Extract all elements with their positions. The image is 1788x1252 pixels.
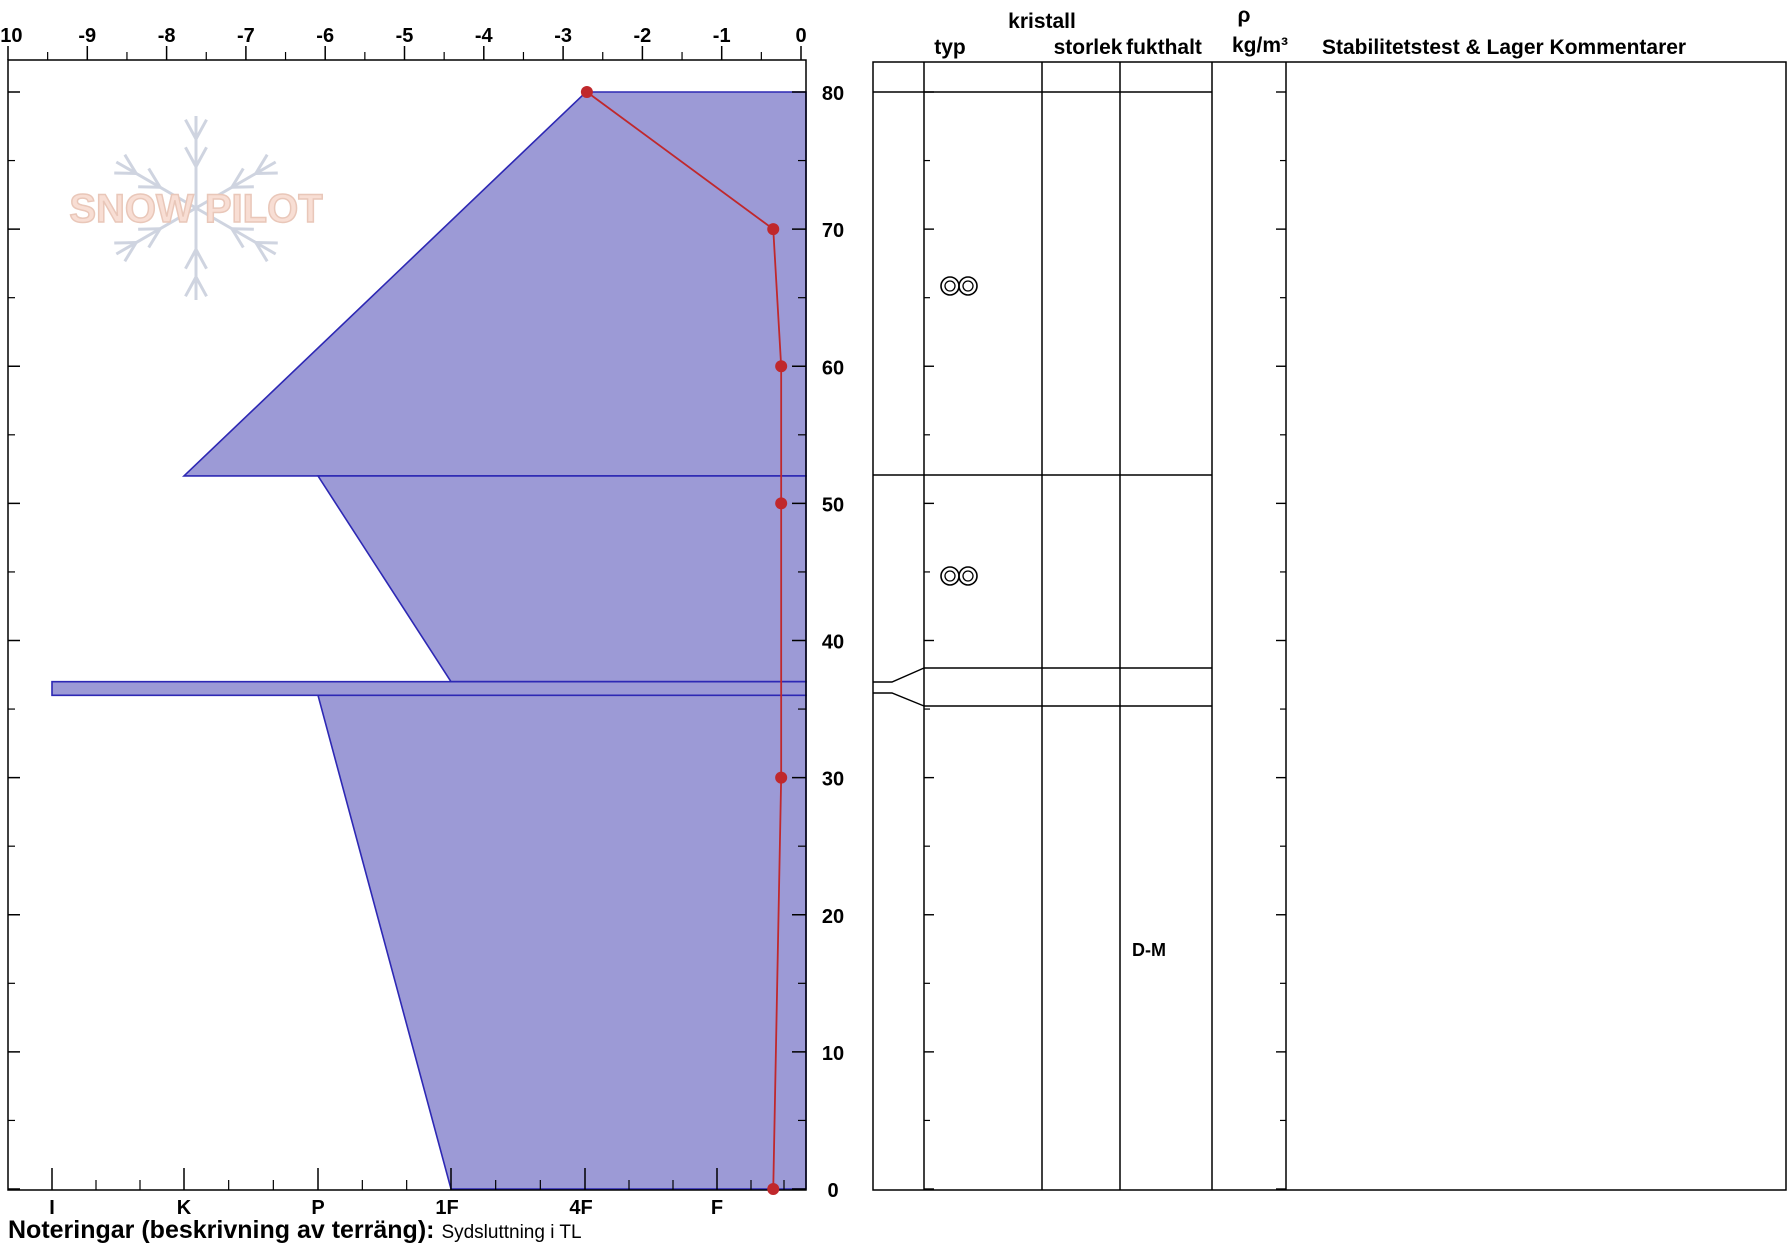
notes: Noteringar (beskrivning av terräng): Syd… (8, 1216, 582, 1245)
height-tick-label: 70 (822, 220, 844, 242)
flake-branch (184, 146, 198, 168)
flake-branch (194, 118, 208, 140)
flake-branch (123, 241, 138, 263)
table-frame (872, 61, 1787, 1191)
height-tick-label: 10 (822, 1043, 844, 1065)
flake-branch (231, 185, 254, 189)
temp-tick-label: -6 (316, 25, 334, 47)
hardness-tick-label: K (177, 1197, 192, 1219)
flake-branch (147, 227, 162, 249)
temperature-line (586, 91, 783, 1190)
hardness-tick-label: 1F (435, 1197, 458, 1219)
snowflake-icon (114, 116, 278, 300)
layer-connector (873, 667, 925, 683)
flake-arm (195, 160, 277, 210)
hardness-layer-4 (316, 694, 807, 1190)
flake-branch (255, 241, 278, 245)
flake-branch (254, 153, 269, 175)
header-comments: Stabilitetstest & Lager Kommentarer (1322, 36, 1686, 59)
temperature-point (775, 497, 788, 510)
grain-ring-inner (944, 280, 956, 292)
temp-tick-label: -8 (158, 25, 176, 47)
watermark-text: SNOW PILOT (69, 187, 322, 231)
axis-ticks: -10-9-8-7-6-5-4-3-2-10IKP1F4FF0102030405… (0, 25, 844, 1219)
temperature-point (767, 223, 780, 236)
temp-tick-label: -5 (396, 25, 414, 47)
temp-tick-label: 0 (795, 25, 806, 47)
height-tick-label: 30 (822, 769, 844, 791)
header-moisture: fukthalt (1126, 36, 1202, 59)
rounding-faceted-icon (940, 276, 978, 296)
hardness-layer-1 (182, 91, 807, 477)
height-tick-label: 0 (827, 1180, 838, 1202)
temperature-point (580, 86, 593, 98)
temperature-point (775, 360, 788, 373)
hardness-tick-label: I (49, 1197, 55, 1219)
temperature-profile (580, 86, 788, 1195)
hardness-tick-label: 4F (569, 1197, 592, 1219)
header-density-unit: kg/m³ (1232, 34, 1288, 57)
flake-branch (230, 167, 245, 189)
flake-branch (147, 167, 162, 189)
layer-table: D-M (872, 61, 1787, 1191)
grain-ring-inner (962, 570, 974, 582)
flake-arm (115, 206, 197, 256)
flake-branch (184, 276, 198, 298)
header-rho: ρ (1238, 4, 1251, 27)
grain-ring (958, 566, 978, 586)
flake-branch (231, 227, 254, 231)
height-tick-label: 80 (822, 83, 844, 105)
hardness-layers (51, 91, 807, 1190)
temp-tick-label: -7 (237, 25, 255, 47)
grain-ring-inner (962, 280, 974, 292)
temp-tick-label: -10 (0, 25, 22, 47)
flake-branch (114, 241, 137, 245)
flake-branch (194, 248, 208, 270)
grain-ring-inner (944, 570, 956, 582)
flake-arm (195, 206, 277, 256)
flake-branch (184, 118, 198, 140)
temp-tick-label: -4 (475, 25, 494, 47)
flake-branch (255, 171, 278, 175)
hardness-layer-2 (316, 475, 807, 683)
notes-value: Sydsluttning i TL (441, 1222, 582, 1243)
height-tick-label: 40 (822, 632, 844, 654)
grain-ring (958, 276, 978, 296)
flake-arm (115, 160, 197, 210)
temp-tick-label: -3 (554, 25, 572, 47)
grain-ring (940, 566, 960, 586)
header-size: storlek (1054, 36, 1123, 59)
temperature-point (767, 1183, 780, 1195)
flake-branch (194, 146, 208, 168)
flake-branch (254, 241, 269, 263)
temp-tick-label: -1 (713, 25, 731, 47)
header-type: typ (934, 36, 966, 59)
header-crystal: kristall (1008, 10, 1076, 33)
rounding-faceted-icon (940, 566, 978, 586)
flake-branch (230, 227, 245, 249)
notes-label: Noteringar (beskrivning av terräng): (8, 1216, 435, 1244)
flake-branch (184, 248, 198, 270)
grain-ring (940, 276, 960, 296)
temp-tick-label: -2 (634, 25, 652, 47)
height-tick-label: 60 (822, 357, 844, 379)
hardness-tick-label: F (711, 1197, 723, 1219)
temperature-point (775, 771, 788, 784)
flake-branch (114, 171, 137, 175)
height-tick-label: 50 (822, 494, 844, 516)
flake-branch (123, 153, 138, 175)
snowpilot-watermark: SNOW PILOT (69, 116, 323, 300)
flake-branch (138, 227, 161, 231)
hardness-tick-label: P (311, 1197, 324, 1219)
layer-connector (873, 692, 925, 707)
temp-tick-label: -9 (78, 25, 96, 47)
moisture-label: D-M (1132, 940, 1166, 960)
hardness-layer-3 (51, 680, 807, 697)
height-tick-label: 20 (822, 906, 844, 928)
flake-branch (194, 276, 208, 298)
flake-branch (138, 185, 161, 189)
